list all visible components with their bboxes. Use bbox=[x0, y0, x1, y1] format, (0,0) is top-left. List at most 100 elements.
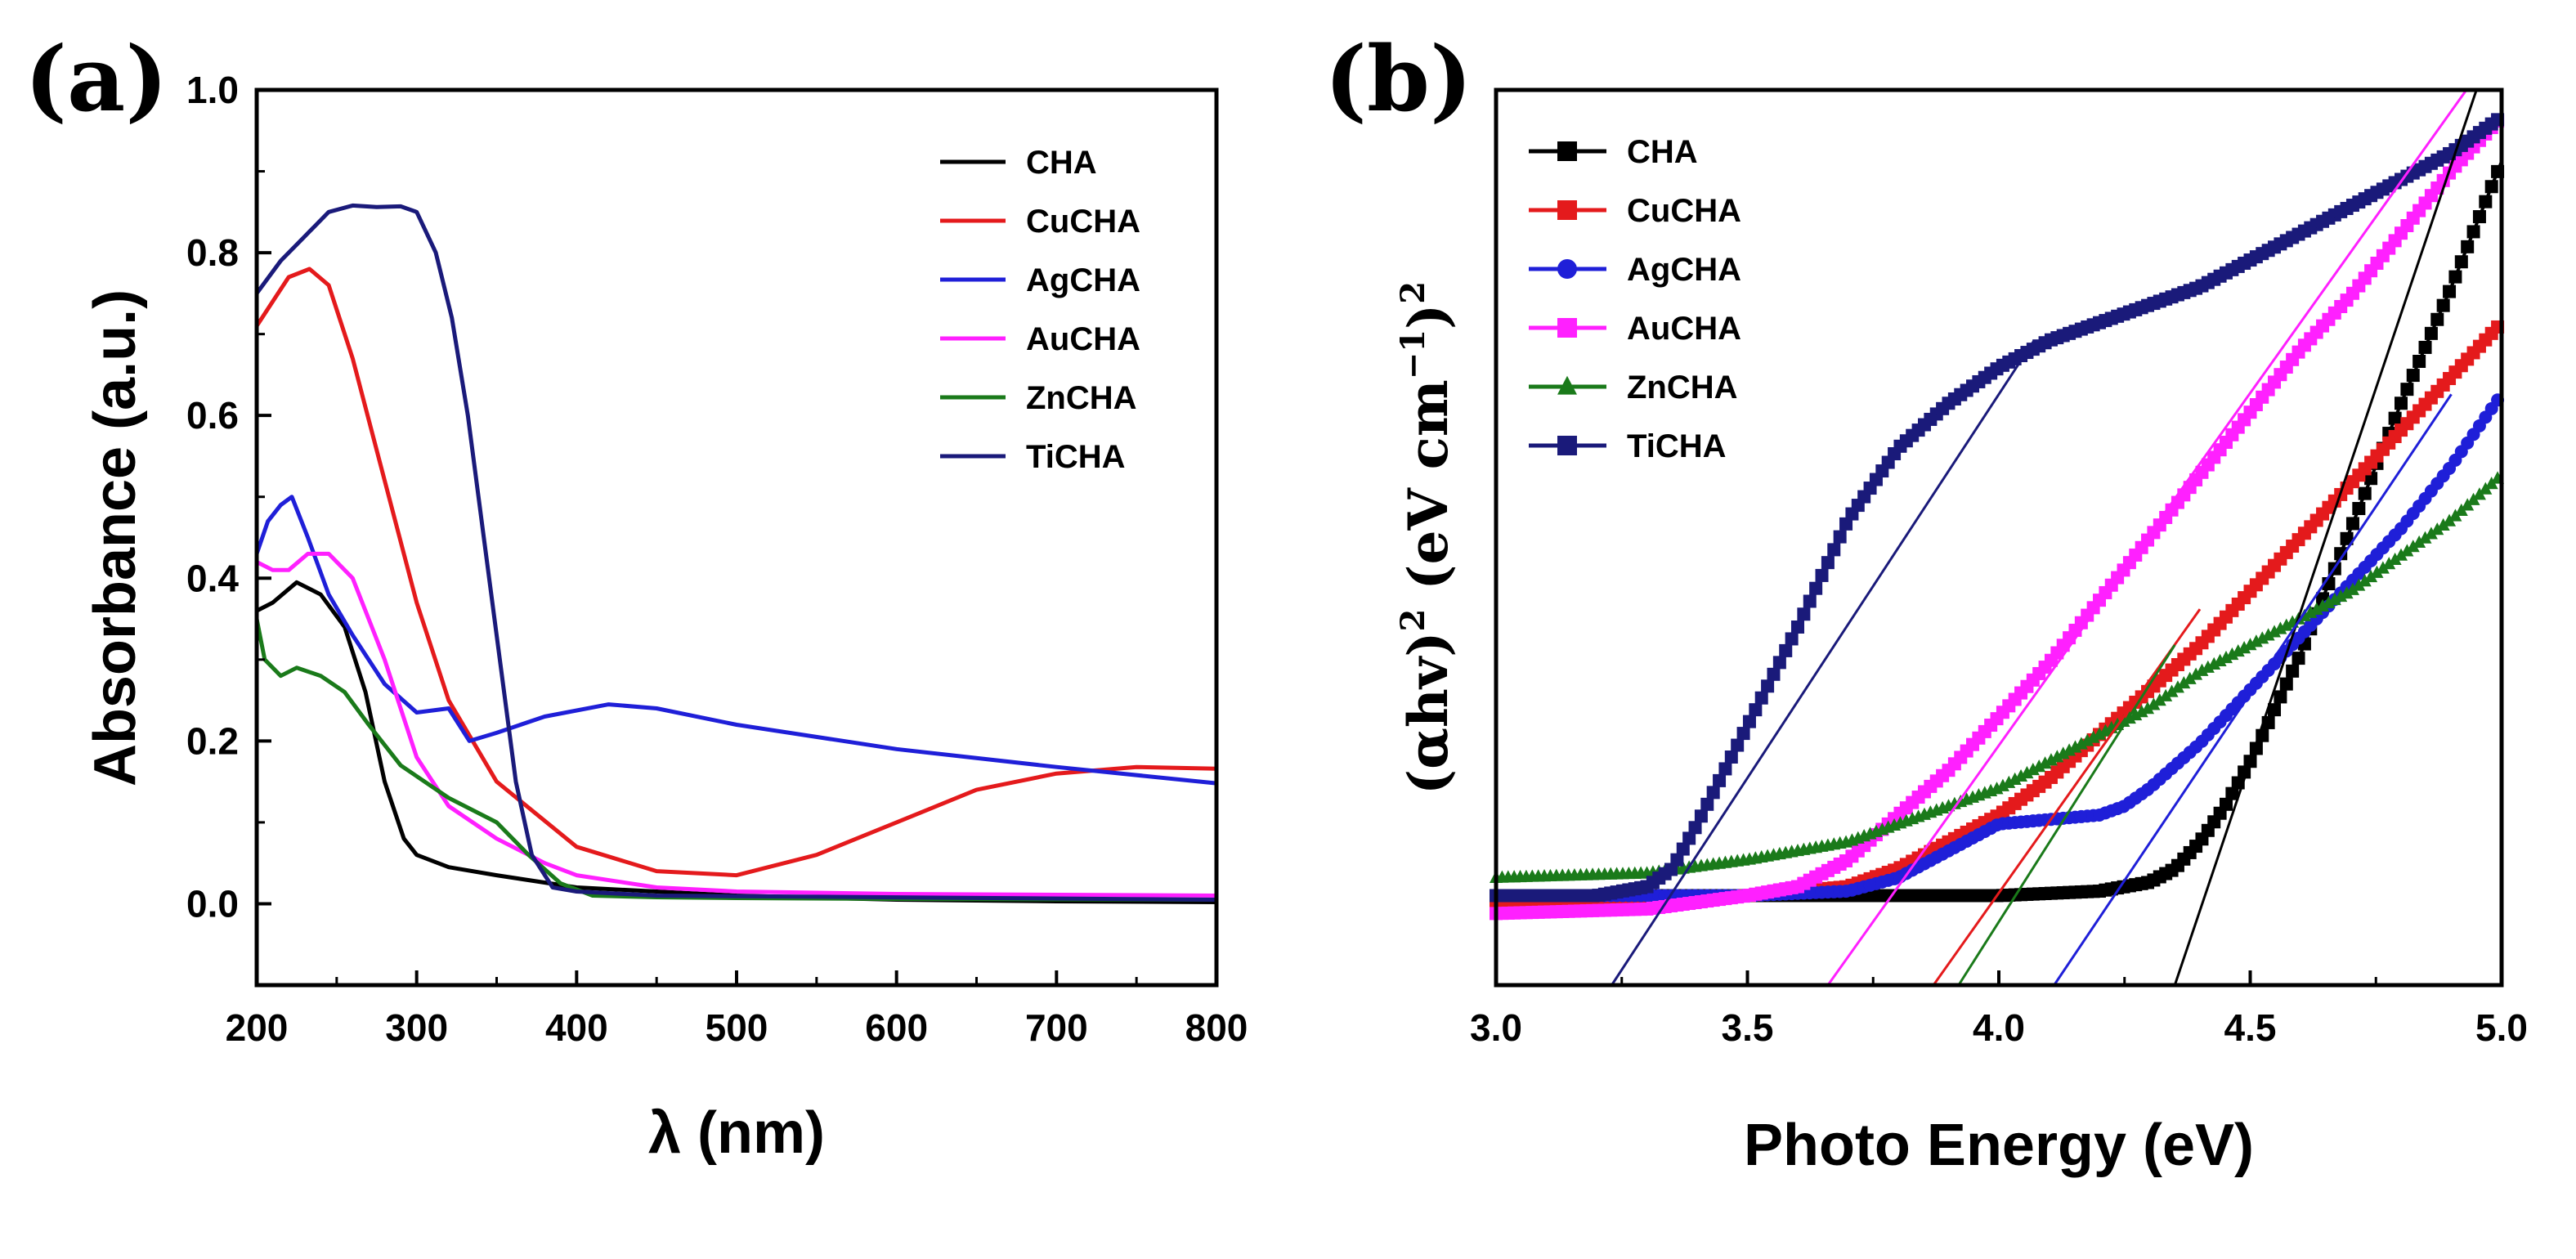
panel-b-y-title-base-exp: 2 bbox=[1394, 609, 1432, 632]
y-tick-label: 0.0 bbox=[186, 882, 239, 925]
data-point-cha bbox=[2406, 369, 2420, 383]
data-point-ticha bbox=[1791, 621, 1804, 634]
data-point-zncha bbox=[2418, 531, 2432, 544]
series-line-aucha bbox=[255, 551, 1217, 898]
data-point-cha bbox=[2400, 383, 2414, 397]
data-point-cha bbox=[2345, 517, 2359, 531]
data-point-cha bbox=[2461, 240, 2475, 253]
panel-b-chart: (b) 3.0 3.5 4.0 4.5 5.0 CHA CuCHA AgCHA AuCHA Zn… bbox=[1324, 26, 2528, 1178]
panel-b-series-group bbox=[1490, 113, 2505, 921]
panel-a-letter: (a) bbox=[25, 26, 168, 132]
data-point-zncha bbox=[2183, 671, 2197, 684]
panel-b-y-title-base: (αhv) bbox=[1396, 632, 1460, 795]
data-point-ticha bbox=[1803, 594, 1817, 608]
data-point-zncha bbox=[2376, 561, 2390, 574]
data-point-cha bbox=[2395, 397, 2408, 410]
panel-b-y-axis-title: (αhv)2 (eV cm−1)2 bbox=[1394, 281, 1460, 795]
legend-label-cucha: CuCHA bbox=[1026, 204, 1140, 240]
data-point-zncha bbox=[2412, 535, 2426, 549]
data-point-zncha bbox=[2171, 680, 2184, 693]
data-point-zncha bbox=[2026, 762, 2040, 776]
series-line-zncha bbox=[254, 618, 1217, 902]
data-point-zncha bbox=[2352, 578, 2366, 591]
data-point-zncha bbox=[2165, 684, 2179, 697]
data-point-ticha bbox=[1785, 632, 1799, 646]
panel-a-chart: (a) 200 300 400 500 600 700 800 0.0 0.2 0.4 0.6 0.8… bbox=[25, 26, 1248, 1166]
tangent-line bbox=[1826, 89, 2468, 986]
series-line-cha bbox=[255, 580, 1217, 904]
data-point-cha bbox=[2225, 786, 2239, 800]
data-point-zncha bbox=[2201, 660, 2215, 673]
panel-a-series-group bbox=[254, 203, 1217, 904]
data-point-zncha bbox=[2279, 618, 2293, 631]
x-tick-label: 4.0 bbox=[1973, 1006, 2025, 1049]
data-point-zncha bbox=[2177, 675, 2191, 689]
data-point-cha bbox=[2279, 677, 2293, 691]
data-point-ticha bbox=[1742, 715, 1756, 728]
y-tick-label: 1.0 bbox=[186, 69, 239, 111]
data-point-zncha bbox=[2068, 740, 2082, 753]
data-point-ticha bbox=[1706, 786, 1720, 800]
data-point-cha bbox=[2388, 411, 2402, 425]
x-tick-label: 3.5 bbox=[1722, 1006, 1774, 1049]
legend-label-zncha: ZnCHA bbox=[1026, 380, 1137, 416]
panel-b-y-title-unit: (eV cm bbox=[1396, 379, 1460, 589]
data-point-zncha bbox=[2388, 552, 2402, 566]
data-point-zncha bbox=[2322, 595, 2336, 609]
panel-b-ticks: 3.0 3.5 4.0 4.5 5.0 bbox=[1470, 970, 2528, 1049]
x-tick-label: 400 bbox=[545, 1006, 608, 1049]
series-agcha bbox=[1490, 393, 2505, 903]
data-point-ticha bbox=[1772, 656, 1786, 670]
legend-label-agcha: AgCHA bbox=[1627, 252, 1741, 288]
data-point-cha bbox=[2418, 340, 2432, 354]
data-point-zncha bbox=[2032, 759, 2046, 773]
data-point-ticha bbox=[1821, 556, 1835, 570]
legend-label-ticha: TiCHA bbox=[1026, 439, 1125, 475]
data-point-ticha bbox=[1736, 727, 1750, 741]
data-point-zncha bbox=[2309, 602, 2323, 615]
data-point-zncha bbox=[2074, 737, 2088, 750]
data-point-zncha bbox=[2406, 540, 2420, 553]
data-point-ticha bbox=[1682, 831, 1696, 845]
data-point-zncha bbox=[2430, 522, 2444, 535]
data-point-cha bbox=[2358, 486, 2372, 500]
data-point-zncha bbox=[2093, 727, 2106, 740]
data-point-zncha bbox=[2129, 707, 2143, 721]
panel-b-y-title-unit-exp: −1 bbox=[1394, 329, 1432, 379]
data-point-zncha bbox=[2436, 517, 2450, 531]
data-point-zncha bbox=[2256, 631, 2269, 644]
legend-label-cha: CHA bbox=[1026, 145, 1097, 181]
data-point-zncha bbox=[2044, 753, 2058, 766]
data-point-ticha bbox=[1724, 750, 1738, 764]
tangent-line bbox=[2173, 89, 2478, 986]
data-point-zncha bbox=[2225, 647, 2239, 661]
panel-b-legend: CHA CuCHA AgCHA AuCHA ZnCHA TiCHA bbox=[1529, 134, 1741, 464]
data-point-cha bbox=[2472, 210, 2486, 224]
data-point-cha bbox=[2219, 797, 2233, 811]
legend-marker-agcha bbox=[1557, 259, 1577, 279]
panel-a-x-axis-title: λ (nm) bbox=[648, 1100, 825, 1166]
data-point-cha bbox=[2412, 355, 2426, 369]
data-point-zncha bbox=[2153, 692, 2166, 706]
data-point-ticha bbox=[1700, 797, 1714, 811]
legend-label-aucha: AuCHA bbox=[1627, 311, 1741, 347]
data-point-zncha bbox=[2195, 663, 2209, 676]
panel-b-x-axis-title: Photo Energy (eV) bbox=[1744, 1113, 2254, 1178]
legend-marker-cucha bbox=[1557, 200, 1577, 220]
y-tick-label: 0.2 bbox=[186, 719, 239, 762]
x-tick-label: 500 bbox=[706, 1006, 768, 1049]
y-tick-label: 0.8 bbox=[186, 231, 239, 274]
series-line-cucha bbox=[254, 267, 1217, 878]
data-point-ticha bbox=[1713, 773, 1727, 787]
data-point-ticha bbox=[1809, 581, 1823, 595]
panel-b-letter: (b) bbox=[1324, 26, 1472, 132]
tangent-line bbox=[1932, 608, 2202, 986]
panel-a-y-axis-title: Absorbance (a.u.) bbox=[83, 289, 148, 786]
data-point-cha bbox=[2292, 652, 2305, 665]
data-point-ticha bbox=[1731, 738, 1745, 752]
data-point-zncha bbox=[2020, 765, 2034, 779]
series-line-agcha bbox=[254, 495, 1217, 786]
series-aucha bbox=[1490, 114, 2505, 921]
data-point-ticha bbox=[1833, 530, 1847, 544]
data-point-zncha bbox=[2159, 688, 2173, 701]
